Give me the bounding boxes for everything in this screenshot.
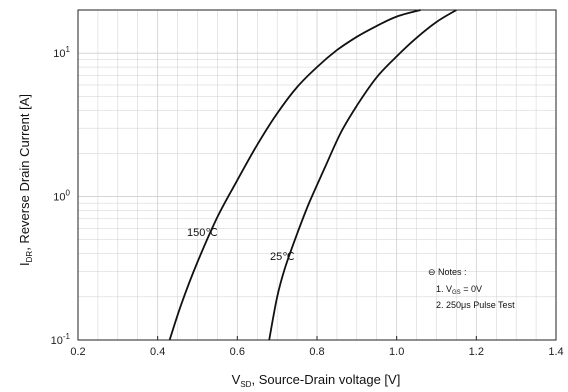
x-tick-label: 1.0 [389,346,404,358]
x-tick-label: 0.2 [70,346,85,358]
notes-box: ⊖ Notes : 1. VGS = 0V 2. 250μs Pulse Tes… [428,267,515,310]
notes-line-2: 2. 250μs Pulse Test [436,300,515,310]
tick-layer: 0.2 0.4 0.6 0.8 1.0 1.2 1.4 10-1 100 101 [51,45,564,358]
notes-line-1: 1. VGS = 0V [436,284,482,296]
y-axis-title: IDR, Reverse Drain Current [A] [17,94,34,266]
x-tick-label: 0.4 [150,346,165,358]
notes-title: ⊖ Notes : [428,267,467,277]
annotation-150c: 150℃ [187,227,218,239]
series-layer [168,9,457,341]
y-tick-label: 100 [53,189,70,204]
grid-layer [77,9,557,341]
x-tick-label: 1.4 [548,346,563,358]
x-axis-title: VSD, Source-Drain voltage [V] [232,372,401,389]
x-tick-label: 1.2 [469,346,484,358]
notes-bullet-icon: ⊖ [428,267,438,277]
x-tick-label: 0.8 [309,346,324,358]
y-tick-label: 10-1 [51,332,71,347]
x-tick-label: 0.6 [230,346,245,358]
annotation-25c: 25℃ [270,251,295,263]
series-line-150c [168,9,421,341]
y-tick-label: 101 [53,45,70,60]
series-line-25c [268,9,457,341]
